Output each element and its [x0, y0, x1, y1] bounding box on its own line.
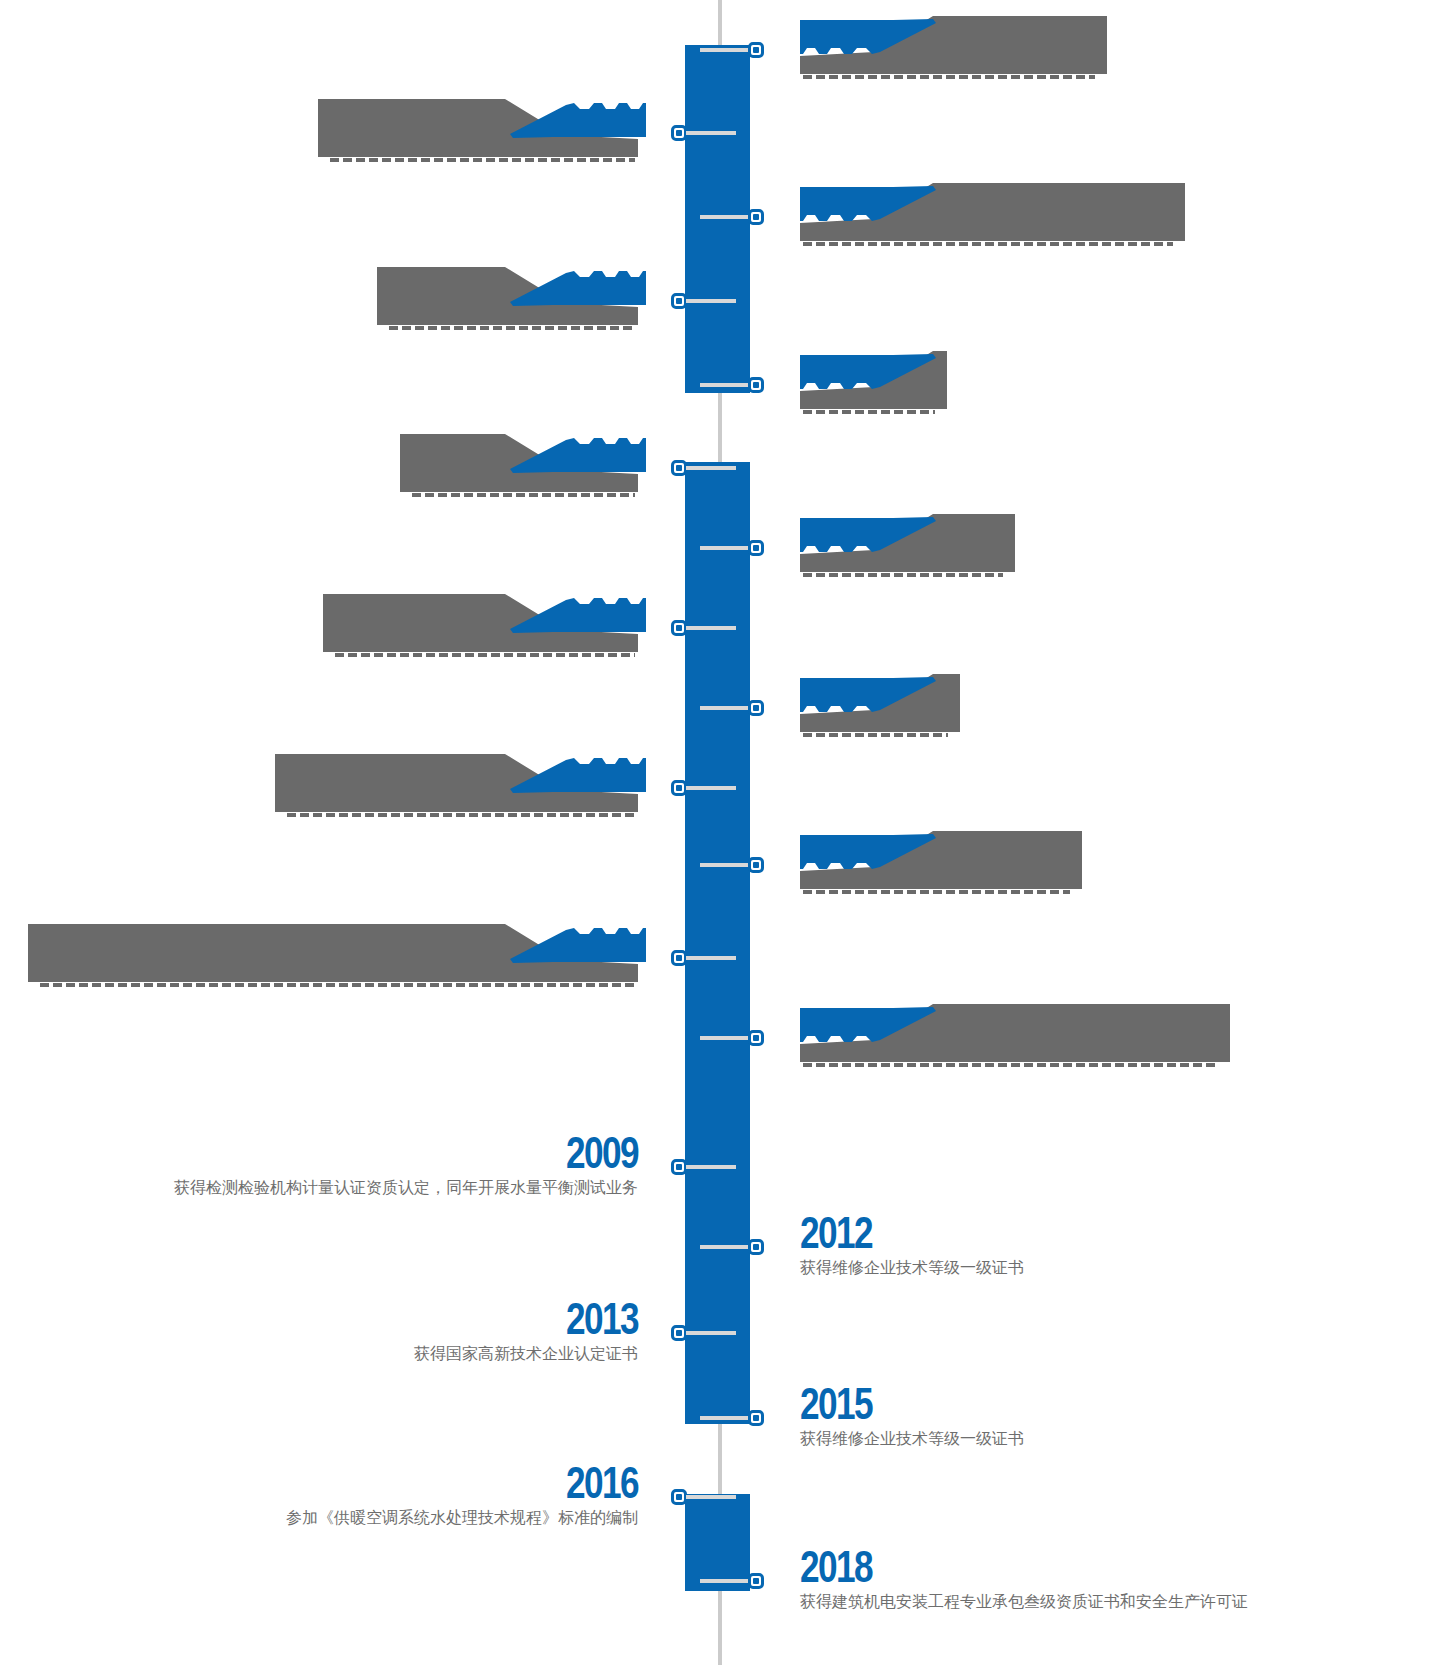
timeline-node-tick	[686, 956, 736, 960]
timeline-node-icon	[748, 700, 764, 716]
masked-text-underline	[803, 733, 948, 737]
masked-text-underline	[803, 890, 1070, 894]
timeline-entry-masked	[323, 594, 638, 660]
timeline-description: 获得建筑机电安装工程专业承包叁级资质证书和安全生产许可证	[800, 1592, 1320, 1612]
timeline-node-tick	[686, 131, 736, 135]
timeline-node-icon	[748, 42, 764, 58]
timeline-node-icon	[748, 1573, 764, 1589]
timeline-year: 2015	[800, 1384, 1216, 1424]
masked-text-underline	[803, 573, 1003, 577]
timeline-node-tick	[686, 1331, 736, 1335]
timeline-node-tick	[700, 1579, 750, 1583]
timeline-year: 2018	[800, 1547, 1216, 1587]
timeline-node-tick	[700, 706, 750, 710]
timeline-year: 2013	[222, 1299, 638, 1339]
masked-text-underline	[412, 493, 635, 497]
timeline-description: 获得维修企业技术等级一级证书	[800, 1258, 1320, 1278]
timeline-entry-masked	[318, 99, 638, 165]
timeline-node-icon	[748, 209, 764, 225]
timeline-node-icon	[748, 1410, 764, 1426]
timeline-bar	[685, 45, 750, 393]
timeline-description: 获得检测检验机构计量认证资质认定，同年开展水量平衡测试业务	[118, 1178, 638, 1198]
timeline-node-tick	[686, 626, 736, 630]
timeline-entry-masked	[800, 831, 1082, 897]
timeline-entry-masked	[28, 924, 638, 990]
timeline-entry: 2016 参加《供暖空调系统水处理技术规程》标准的编制	[118, 1463, 638, 1541]
masked-text-underline	[389, 326, 635, 330]
timeline-node-tick	[700, 1416, 750, 1420]
timeline-bar	[685, 462, 750, 1424]
timeline-node-icon	[748, 377, 764, 393]
timeline-entry-masked	[275, 754, 638, 820]
timeline-entry: 2013 获得国家高新技术企业认定证书	[118, 1299, 638, 1377]
timeline-bar	[685, 1494, 750, 1591]
timeline-node-icon	[748, 1030, 764, 1046]
timeline-entry-masked	[800, 16, 1107, 82]
timeline-node-icon	[748, 1239, 764, 1255]
timeline-node-tick	[686, 1495, 736, 1499]
timeline-entry-masked	[800, 183, 1185, 249]
timeline-node-tick	[700, 546, 750, 550]
timeline-node-tick	[700, 863, 750, 867]
timeline-description: 获得国家高新技术企业认定证书	[118, 1344, 638, 1364]
timeline-entry-masked	[800, 351, 947, 417]
timeline-node-tick	[700, 215, 750, 219]
timeline-node-tick	[700, 1036, 750, 1040]
timeline-node-tick	[686, 1165, 736, 1169]
timeline-entry-masked	[800, 514, 1015, 580]
timeline-entry: 2012 获得维修企业技术等级一级证书	[800, 1213, 1320, 1291]
timeline-node-tick	[686, 299, 736, 303]
timeline-entry: 2009 获得检测检验机构计量认证资质认定，同年开展水量平衡测试业务	[118, 1133, 638, 1211]
timeline-year: 2009	[222, 1133, 638, 1173]
masked-text-underline	[330, 158, 635, 162]
timeline-node-tick	[700, 1245, 750, 1249]
timeline-entry-masked	[800, 674, 960, 740]
masked-text-underline	[803, 242, 1173, 246]
timeline-node-icon	[748, 540, 764, 556]
timeline-node-tick	[686, 466, 736, 470]
timeline-entry-masked	[377, 267, 638, 333]
masked-text-underline	[803, 75, 1095, 79]
masked-text-underline	[335, 653, 635, 657]
timeline-entry: 2018 获得建筑机电安装工程专业承包叁级资质证书和安全生产许可证	[800, 1547, 1320, 1625]
timeline-node-tick	[700, 48, 750, 52]
timeline-entry: 2015 获得维修企业技术等级一级证书	[800, 1384, 1320, 1462]
timeline-year: 2016	[222, 1463, 638, 1503]
timeline-node-tick	[686, 786, 736, 790]
masked-text-underline	[803, 1063, 1218, 1067]
masked-text-underline	[803, 410, 935, 414]
timeline-canvas: 2009 获得检测检验机构计量认证资质认定，同年开展水量平衡测试业务 2012 获得维…	[0, 0, 1435, 1665]
timeline-node-icon	[748, 857, 764, 873]
timeline-year: 2012	[800, 1213, 1216, 1253]
masked-text-underline	[287, 813, 635, 817]
timeline-node-tick	[700, 383, 750, 387]
timeline-entry-masked	[800, 1004, 1230, 1070]
timeline-description: 获得维修企业技术等级一级证书	[800, 1429, 1320, 1449]
masked-text-underline	[40, 983, 635, 987]
timeline-entry-masked	[400, 434, 638, 500]
timeline-description: 参加《供暖空调系统水处理技术规程》标准的编制	[118, 1508, 638, 1528]
